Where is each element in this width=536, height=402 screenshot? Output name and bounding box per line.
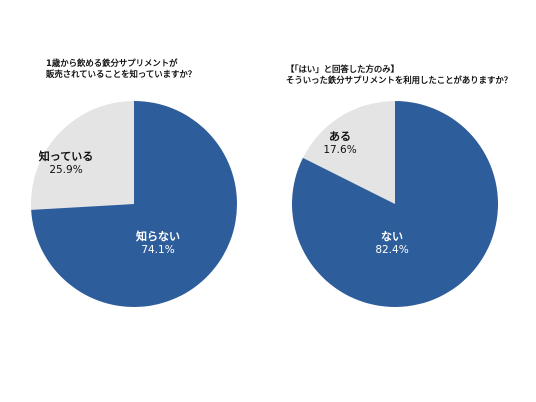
slice-label: 知っている	[38, 149, 93, 163]
pie-slice-major	[31, 101, 237, 308]
slice-percent-label: 74.1%	[141, 244, 174, 256]
chart-title-line-1: 1歳から飲める鉄分サプリメントが	[46, 58, 178, 68]
slice-label: ある	[329, 130, 351, 143]
slice-label: 知らない	[135, 229, 180, 243]
chart-title: 1歳から飲める鉄分サプリメントが 販売されていることを知っていますか？	[46, 58, 196, 80]
slice-label: ない	[381, 230, 403, 243]
pie-slice-major	[292, 101, 498, 307]
chart-panel-awareness: 1歳から飲める鉄分サプリメントが 販売されていることを知っていますか？ 知ってい…	[30, 58, 237, 308]
slice-percent-label: 17.6%	[323, 144, 356, 156]
pie-slice-minor	[302, 101, 395, 204]
chart-title-line-1: 【「はい」と回答した方のみ】	[286, 64, 400, 74]
pie-slice-minor	[30, 101, 134, 210]
slice-percent-label: 82.4%	[375, 244, 408, 256]
chart-panel-usage: 【「はい」と回答した方のみ】 そういった鉄分サプリメントを利用したことがあります…	[268, 0, 536, 402]
chart-title: 【「はい」と回答した方のみ】 そういった鉄分サプリメントを利用したことがあります…	[286, 64, 512, 86]
chart-title-line-2: そういった鉄分サプリメントを利用したことがありますか？	[286, 75, 513, 85]
chart-title-line-2: 販売されていることを知っていますか？	[46, 69, 197, 79]
slice-percent-label: 25.9%	[49, 164, 82, 176]
